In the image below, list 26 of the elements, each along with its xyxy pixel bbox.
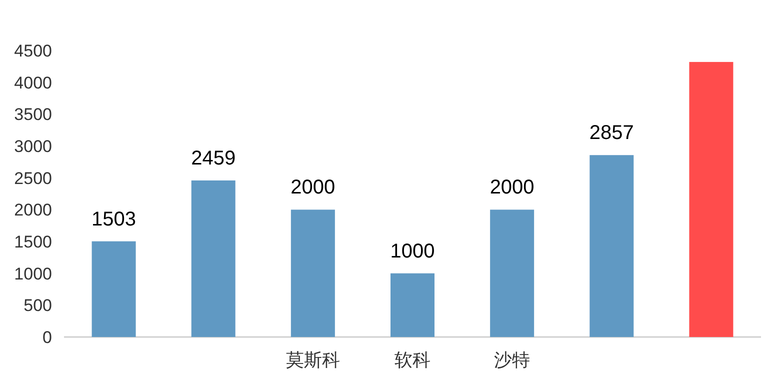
y-tick-label: 0 xyxy=(42,328,52,347)
bar xyxy=(191,180,236,337)
x-tick-label: 莫斯科 xyxy=(286,350,340,370)
y-tick-label: 3500 xyxy=(14,105,52,124)
bar xyxy=(689,62,734,337)
y-tick-label: 1000 xyxy=(14,264,52,284)
bar xyxy=(92,241,136,337)
bar xyxy=(590,155,634,337)
y-tick-label: 4500 xyxy=(14,42,52,60)
data-label: 2000 xyxy=(490,176,534,199)
x-tick-label: 软科 xyxy=(394,350,430,370)
bar xyxy=(490,210,534,337)
y-tick-label: 3000 xyxy=(14,137,52,156)
bar xyxy=(290,210,335,337)
y-tick-label: 1500 xyxy=(14,232,52,252)
y-tick-label: 2500 xyxy=(14,168,52,188)
bar xyxy=(390,273,434,337)
data-label: 1000 xyxy=(390,240,435,262)
x-tick-label: 沙特 xyxy=(494,350,530,370)
data-label: 2000 xyxy=(290,176,336,199)
y-tick-label: 2000 xyxy=(14,200,52,220)
data-label: 2459 xyxy=(191,147,236,170)
data-label: 2857 xyxy=(589,122,634,144)
y-tick-label: 4000 xyxy=(14,73,52,92)
data-label: 1503 xyxy=(92,208,136,230)
y-tick-label: 500 xyxy=(24,296,52,316)
